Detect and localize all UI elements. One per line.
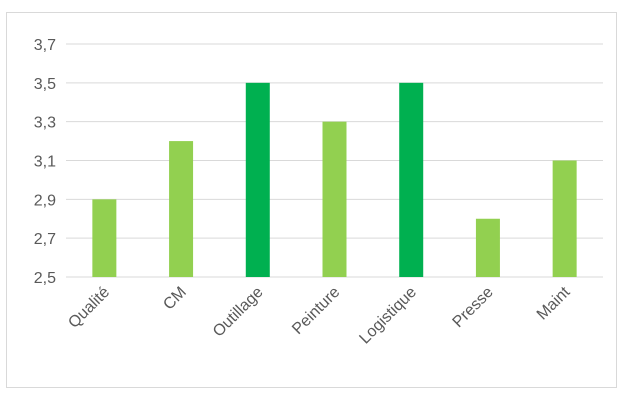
bar-outillage — [245, 82, 270, 277]
bar-cm — [169, 141, 194, 277]
bar-peinture — [322, 121, 347, 278]
x-category-label: Qualité — [65, 284, 113, 332]
bar-maint — [552, 160, 577, 277]
y-axis-tick-labels: 2,5 2,7 2,9 3,1 3,3 3,5 3,7 — [34, 37, 56, 287]
x-category-label: Logistique — [356, 284, 420, 348]
y-tick-label: 3,5 — [34, 76, 56, 93]
x-category-label: Presse — [450, 284, 497, 331]
x-category-label: Outillage — [210, 284, 267, 341]
y-tick-label: 3,3 — [34, 115, 56, 132]
y-tick-label: 3,7 — [34, 37, 56, 54]
y-tick-label: 2,5 — [34, 270, 56, 287]
bars — [92, 82, 577, 278]
bar-presse — [475, 218, 500, 277]
y-tick-label: 3,1 — [34, 154, 56, 171]
y-tick-label: 2,9 — [34, 192, 56, 209]
bar-qualit- — [92, 199, 117, 277]
bar-logistique — [399, 82, 424, 277]
x-axis-category-labels: Qualité CM Outillage Peinture Logistique Pres… — [65, 283, 574, 347]
x-category-label: Peinture — [289, 284, 343, 338]
x-category-label: CM — [160, 284, 190, 314]
y-tick-label: 2,7 — [34, 231, 56, 248]
x-category-label: Maint — [534, 283, 574, 323]
